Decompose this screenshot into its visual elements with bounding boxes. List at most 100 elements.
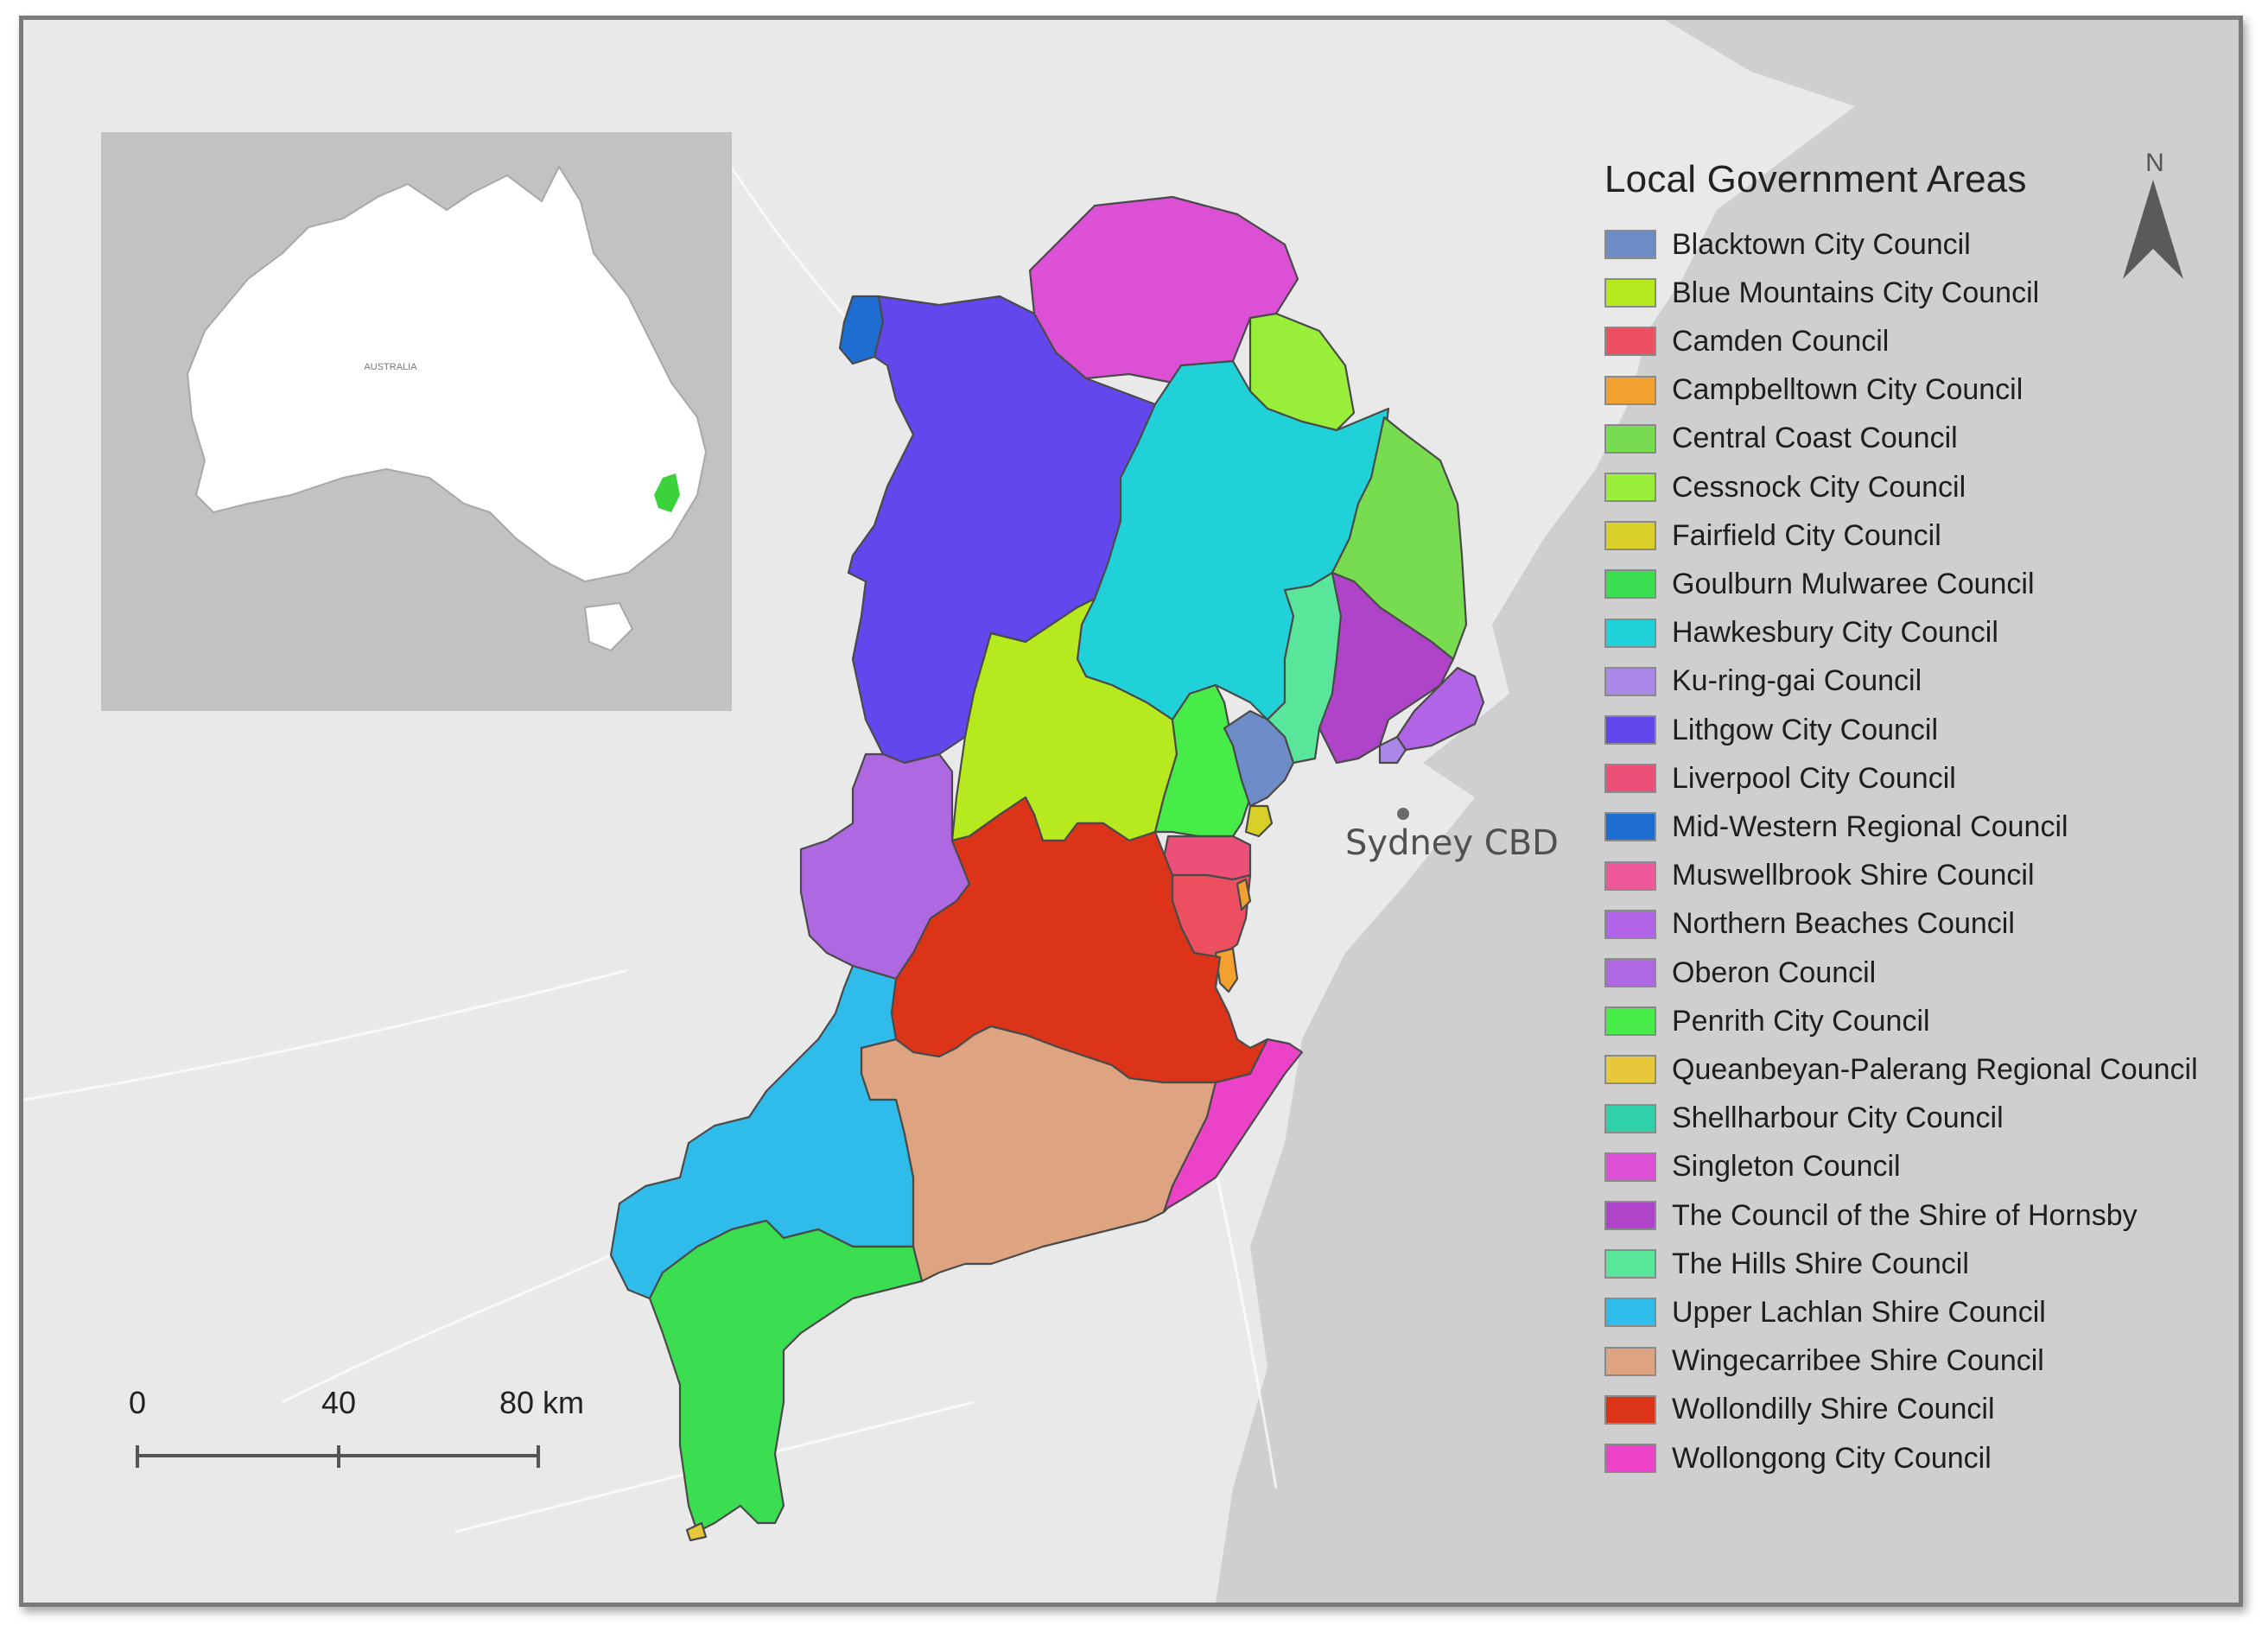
lga-polygons (609, 195, 1485, 1542)
legend-swatch (1604, 1444, 1656, 1473)
legend-item[interactable]: Muswellbrook Shire Council (1604, 859, 2035, 893)
legend-swatch (1604, 958, 1656, 987)
legend-swatch (1604, 1201, 1656, 1230)
scale-label-40: 40 (321, 1385, 357, 1420)
legend-item[interactable]: Lithgow City Council (1604, 713, 1938, 747)
legend-item[interactable]: Fairfield City Council (1604, 518, 1941, 553)
lga-liverpool[interactable] (1162, 835, 1252, 881)
legend-item[interactable]: Ku-ring-gai Council (1604, 664, 1922, 699)
legend-swatch (1604, 1249, 1656, 1279)
legend-label: Fairfield City Council (1672, 518, 1941, 552)
legend-swatch (1604, 1394, 1656, 1425)
legend-label: The Hills Shire Council (1672, 1247, 1969, 1280)
lga-fairfield[interactable] (1244, 804, 1274, 838)
legend-item[interactable]: Blue Mountains City Council (1604, 276, 2039, 310)
legend-item[interactable]: The Hills Shire Council (1604, 1247, 1969, 1281)
map-frame: AUSTRALIA Sydney CBD Local Government Ar… (19, 16, 2243, 1607)
legend-item[interactable]: Wingecarribee Shire Council (1604, 1344, 2044, 1379)
legend-label: Ku-ring-gai Council (1672, 664, 1922, 698)
lga-blacktown[interactable] (1223, 709, 1295, 808)
legend-label: Wingecarribee Shire Council (1672, 1344, 2044, 1378)
legend-swatch (1604, 1152, 1656, 1182)
legend-item[interactable]: Liverpool City Council (1604, 761, 1956, 796)
legend-swatch (1604, 375, 1656, 405)
legend-swatch (1604, 327, 1656, 357)
legend-label: Penrith City Council (1672, 1004, 1930, 1038)
legend-label: Central Coast Council (1672, 422, 1958, 455)
legend-swatch (1604, 278, 1656, 308)
legend-item[interactable]: Oberon Council (1604, 955, 1876, 990)
legend-swatch (1604, 1055, 1656, 1085)
legend-item[interactable]: Upper Lachlan Shire Council (1604, 1295, 2046, 1330)
study-area-marker (654, 473, 680, 512)
lga-northern-beaches[interactable] (1395, 666, 1485, 752)
legend-label: Northern Beaches Council (1672, 907, 2015, 941)
australia-shape (186, 164, 708, 583)
legend-swatch (1604, 521, 1656, 551)
sydney-cbd-label: Sydney CBD (1345, 823, 1559, 863)
legend-label: Cessnock City Council (1672, 470, 1966, 504)
legend-item[interactable]: Campbelltown City Council (1604, 373, 2023, 408)
legend-label: Singleton Council (1672, 1150, 1901, 1184)
legend-swatch (1604, 618, 1656, 648)
legend-swatch (1604, 473, 1656, 502)
sea-area (1216, 20, 2239, 1603)
legend-item[interactable]: Camden Council (1604, 324, 1889, 359)
legend-label: Liverpool City Council (1672, 761, 1956, 795)
legend-swatch (1604, 860, 1656, 891)
legend-label: Campbelltown City Council (1672, 373, 2023, 407)
legend-label: Lithgow City Council (1672, 713, 1939, 746)
legend-item[interactable]: Queanbeyan-Palerang Regional Council (1604, 1052, 2198, 1087)
map-canvas[interactable] (23, 20, 2239, 1603)
scale-label-80: 80 km (499, 1385, 585, 1420)
legend-item[interactable]: Blacktown City Council (1604, 227, 1971, 262)
legend-label: The Council of the Shire of Hornsby (1672, 1198, 2138, 1232)
legend-item[interactable]: Shellharbour City Council (1604, 1101, 2004, 1136)
legend-swatch (1604, 230, 1656, 259)
legend-swatch (1604, 1298, 1656, 1328)
legend-label: Hawkesbury City Council (1672, 616, 1998, 650)
north-arrow-label: N (2145, 149, 2164, 177)
legend-label: Camden Council (1672, 324, 1890, 358)
legend-item[interactable]: Northern Beaches Council (1604, 907, 2015, 942)
lga-wollongong[interactable] (1162, 1038, 1304, 1214)
tasmania-shape (583, 601, 634, 652)
legend-item[interactable]: Wollondilly Shire Council (1604, 1393, 1995, 1427)
legend-label: Wollondilly Shire Council (1672, 1393, 1995, 1426)
legend-label: Mid-Western Regional Council (1672, 809, 2068, 843)
legend-label: Queanbeyan-Palerang Regional Council (1672, 1052, 2198, 1086)
legend-swatch (1604, 715, 1656, 745)
legend-item[interactable]: Mid-Western Regional Council (1604, 809, 2068, 844)
inset-map: AUSTRALIA (101, 132, 732, 711)
lga-lithgow[interactable] (847, 295, 1157, 765)
legend-item[interactable]: Central Coast Council (1604, 422, 1958, 456)
lga-penrith[interactable] (1153, 683, 1252, 838)
legend-item[interactable]: Cessnock City Council (1604, 470, 1966, 505)
legend-swatch (1604, 1346, 1656, 1376)
legend-swatch (1604, 812, 1656, 842)
legend-swatch (1604, 666, 1656, 696)
legend-item[interactable]: Penrith City Council (1604, 1004, 1930, 1038)
inset-country-label: AUSTRALIA (364, 362, 417, 372)
legend-swatch (1604, 1006, 1656, 1037)
legend-label: Upper Lachlan Shire Council (1672, 1295, 2046, 1329)
legend-label: Wollongong City Council (1672, 1441, 1992, 1475)
lga-campbelltown[interactable] (1214, 878, 1252, 993)
legend-item[interactable]: Goulburn Mulwaree Council (1604, 567, 2035, 601)
lga-queanbeyan-palerang[interactable] (685, 1521, 708, 1542)
legend-label: Blue Mountains City Council (1672, 276, 2040, 309)
legend-item[interactable]: The Council of the Shire of Hornsby (1604, 1198, 2138, 1233)
lga-ku-ring-gai[interactable] (1378, 735, 1407, 765)
legend-item[interactable]: Wollongong City Council (1604, 1441, 1992, 1476)
lga-goulburn-mulwaree[interactable] (648, 1219, 924, 1533)
lga-hornsby[interactable] (1318, 571, 1455, 765)
scale-bar: 0 40 80 km (110, 1385, 594, 1489)
legend-item[interactable]: Singleton Council (1604, 1150, 1901, 1184)
legend-label: Muswellbrook Shire Council (1672, 859, 2035, 892)
inset-map-canvas: AUSTRALIA (186, 164, 708, 652)
legend-swatch (1604, 569, 1656, 600)
legend-swatch (1604, 423, 1656, 454)
legend-label: Goulburn Mulwaree Council (1672, 567, 2035, 600)
scale-bar-line (136, 1445, 540, 1468)
legend-item[interactable]: Hawkesbury City Council (1604, 616, 1998, 651)
